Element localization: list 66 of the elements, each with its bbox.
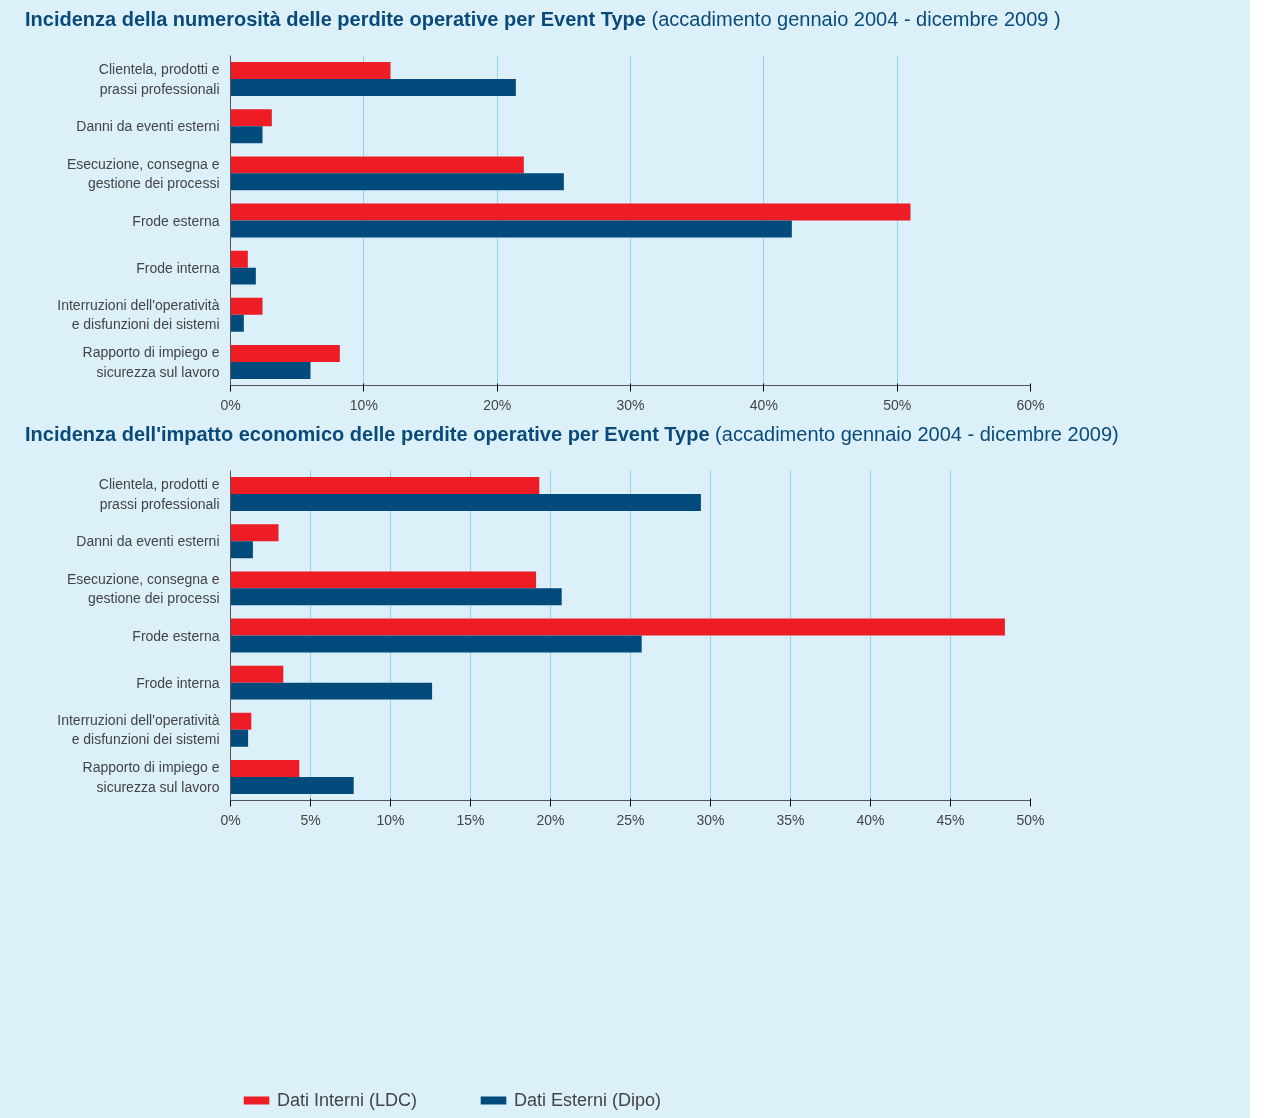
x-tick-label: 40% [749,396,778,413]
y-tick-label: Clientela, prodotti e prassi professionali [98,61,220,97]
bar [230,344,340,362]
x-tick-label: 5% [300,811,321,828]
bar [230,588,562,606]
y-tick-label: Frode interna [136,259,220,276]
x-tick-label: 45% [936,811,965,828]
bar [230,126,263,144]
bar [230,156,524,174]
x-tick-label: 30% [696,811,725,828]
bar [230,250,248,268]
x-tick-label: 30% [616,396,645,413]
y-tick-label: Frode esterna [132,212,220,229]
y-tick-label: Esecuzione, consegna e gestione dei processi [66,155,220,191]
x-tick-label: 0% [220,811,241,828]
bar [230,62,391,80]
bar [230,494,701,512]
bar [230,729,249,747]
x-tick-label: 50% [1016,811,1045,828]
bar [230,477,540,495]
bar [230,314,244,332]
y-tick-label: Frode interna [136,674,220,691]
bar [230,361,311,379]
x-tick-label: 0% [220,396,241,413]
bar [230,712,252,730]
x-tick-label: 20% [483,396,512,413]
bar [230,618,1005,636]
x-tick-label: 20% [536,811,565,828]
bar [230,759,300,777]
bar [230,220,792,238]
x-tick-label: 10% [376,811,405,828]
bar [230,665,284,683]
bar [230,79,516,97]
y-tick-label: Esecuzione, consegna e gestione dei processi [66,570,220,606]
bar [230,635,642,653]
y-tick-label: Danni da eventi esterni [76,118,220,135]
chart-subtitle: (accadimento gennaio 2004 - dicembre 2009 ) [651,8,1061,30]
bar [230,203,911,221]
y-tick-label: Frode esterna [132,627,220,644]
x-tick-label: 50% [883,396,912,413]
y-tick-label: Rapporto di impiego e sicurezza sul lavoro [82,759,220,795]
y-tick-label: Rapporto di impiego e sicurezza sul lavoro [82,344,220,380]
y-tick-label: Clientela, prodotti e prassi professionali [98,476,220,512]
x-tick-label: 25% [616,811,645,828]
bar [230,571,537,589]
x-tick-label: 60% [1016,396,1045,413]
bar [230,267,256,285]
bar [230,297,263,315]
y-tick-label: Danni da eventi esterni [76,533,220,550]
y-tick-label: Interruzioni dell'operatività e disfunzioni dei sistemi [57,712,220,748]
chart-subtitle: (accadimento gennaio 2004 - dicembre 2009) [715,423,1119,445]
y-tick-label: Interruzioni dell'operatività e disfunzioni dei sistemi [57,297,220,333]
x-tick-label: 40% [856,811,885,828]
bar [230,541,253,559]
x-tick-label: 10% [349,396,378,413]
chart-title: Incidenza dell'impatto economico delle perdite operative per Event Type [25,423,710,445]
x-tick-label: 15% [456,811,485,828]
legend-label: Dati Esterni (Dipo) [514,1089,662,1111]
legend-label: Dati Interni (LDC) [277,1089,418,1111]
chart-title: Incidenza della numerosità delle perdite operative per Event Type [25,8,646,30]
bar [230,173,564,191]
bar [230,682,433,700]
bar [230,109,272,127]
x-tick-label: 35% [776,811,805,828]
bar [230,524,279,542]
bar [230,776,354,794]
